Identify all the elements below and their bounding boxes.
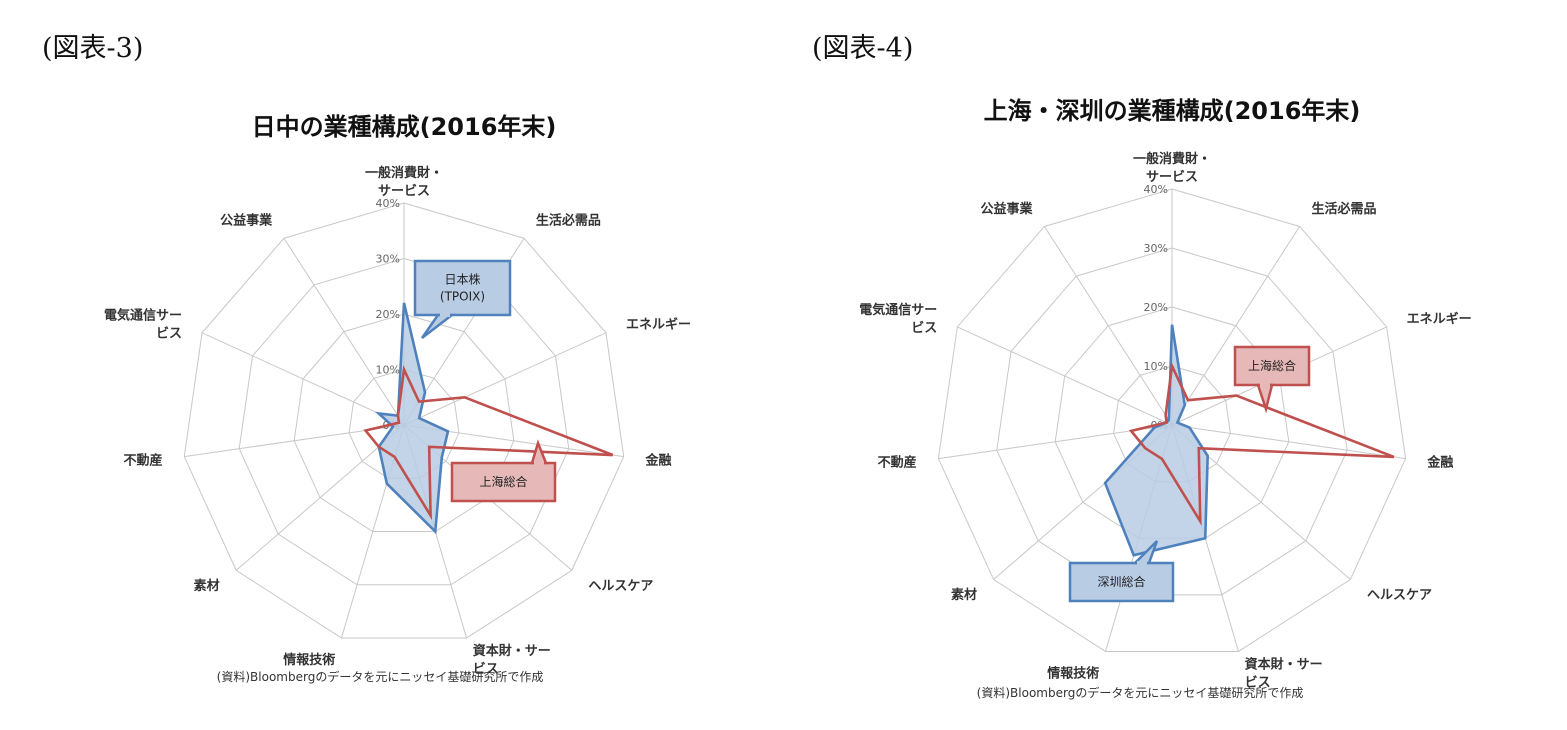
category-label: 素材	[194, 578, 220, 594]
category-label: 資本財・サービス	[1245, 657, 1323, 691]
grid-ring	[937, 188, 1407, 652]
category-label: ヘルスケア	[1367, 588, 1432, 603]
chart-title: 日中の業種構成(2016年末)	[252, 113, 557, 141]
category-label: 情報技術	[283, 652, 335, 668]
category-label: 素材	[951, 587, 977, 603]
legend-callout: 上海総合	[1233, 345, 1311, 414]
axis-spoke	[957, 326, 1173, 426]
category-label: 電気通信サービス	[859, 302, 937, 336]
axis-spoke	[1043, 226, 1173, 426]
category-label: 不動産	[123, 453, 162, 469]
category-label: 一般消費財・サービス	[365, 165, 443, 199]
category-label: 不動産	[878, 455, 917, 471]
tick-label: 20%	[1144, 301, 1168, 314]
tick-label: 20%	[376, 308, 400, 321]
category-label: 電気通信サービス	[104, 308, 182, 342]
grid-ring	[183, 202, 625, 639]
tick-label: 40%	[376, 197, 400, 210]
category-label: エネルギー	[1407, 311, 1472, 327]
category-label: 資本財・サービス	[473, 643, 551, 677]
tick-label: 30%	[376, 253, 400, 266]
figure-caption-left: (図表-3)	[42, 33, 144, 64]
axis-spoke	[283, 237, 405, 426]
axis-spoke	[201, 332, 405, 426]
series-polygon-0	[374, 302, 450, 535]
category-label: 生活必需品	[1311, 201, 1376, 217]
category-label: 金融	[1426, 455, 1453, 471]
grid-ring	[238, 257, 570, 586]
legend-callout: 日本株(TPOIX)	[413, 259, 512, 339]
category-label: 生活必需品	[536, 213, 601, 229]
category-label: 一般消費財・サービス	[1133, 151, 1211, 185]
legend-label: 深圳総合	[1097, 574, 1145, 589]
series-polygon-1	[1128, 361, 1395, 526]
legend-callout: 深圳総合	[1068, 540, 1175, 603]
category-label: エネルギー	[626, 317, 691, 333]
tick-label: 40%	[1144, 183, 1168, 196]
legend-label: 日本株(TPOIX)	[440, 272, 485, 304]
chart-title: 上海・深圳の業種構成(2016年末)	[984, 97, 1361, 125]
tick-label: 10%	[376, 364, 400, 377]
grid-ring	[293, 313, 515, 533]
category-label: 情報技術	[1047, 666, 1099, 682]
legend-label: 上海総合	[479, 474, 527, 489]
figure-caption-right: (図表-4)	[812, 33, 914, 64]
category-label: 公益事業	[980, 201, 1033, 217]
axis-spoke	[1171, 226, 1301, 426]
tick-label: 30%	[1144, 242, 1168, 255]
legend-callout: 上海総合	[450, 439, 557, 503]
legend-label: 上海総合	[1248, 358, 1296, 373]
category-label: ヘルスケア	[588, 579, 653, 594]
axis-spoke	[403, 332, 607, 426]
axis-spoke	[1171, 424, 1406, 460]
source-note: (資料)Bloombergのデータを元にニッセイ基礎研究所で作成	[217, 669, 544, 684]
series-polygon-1	[363, 364, 614, 521]
radar-chart-shanghai-shenzhen: 上海・深圳の業種構成(2016年末)0%10%20%30%40%一般消費財・サー…	[859, 97, 1472, 700]
radar-chart-japan-china: 日中の業種構成(2016年末)0%10%20%30%40%一般消費財・サービス生…	[104, 113, 691, 684]
tick-label: 10%	[1144, 360, 1168, 373]
source-note: (資料)Bloombergのデータを元にニッセイ基礎研究所で作成	[977, 685, 1304, 700]
category-label: 公益事業	[220, 213, 273, 229]
category-label: 金融	[645, 453, 672, 469]
axis-spoke	[235, 424, 405, 571]
